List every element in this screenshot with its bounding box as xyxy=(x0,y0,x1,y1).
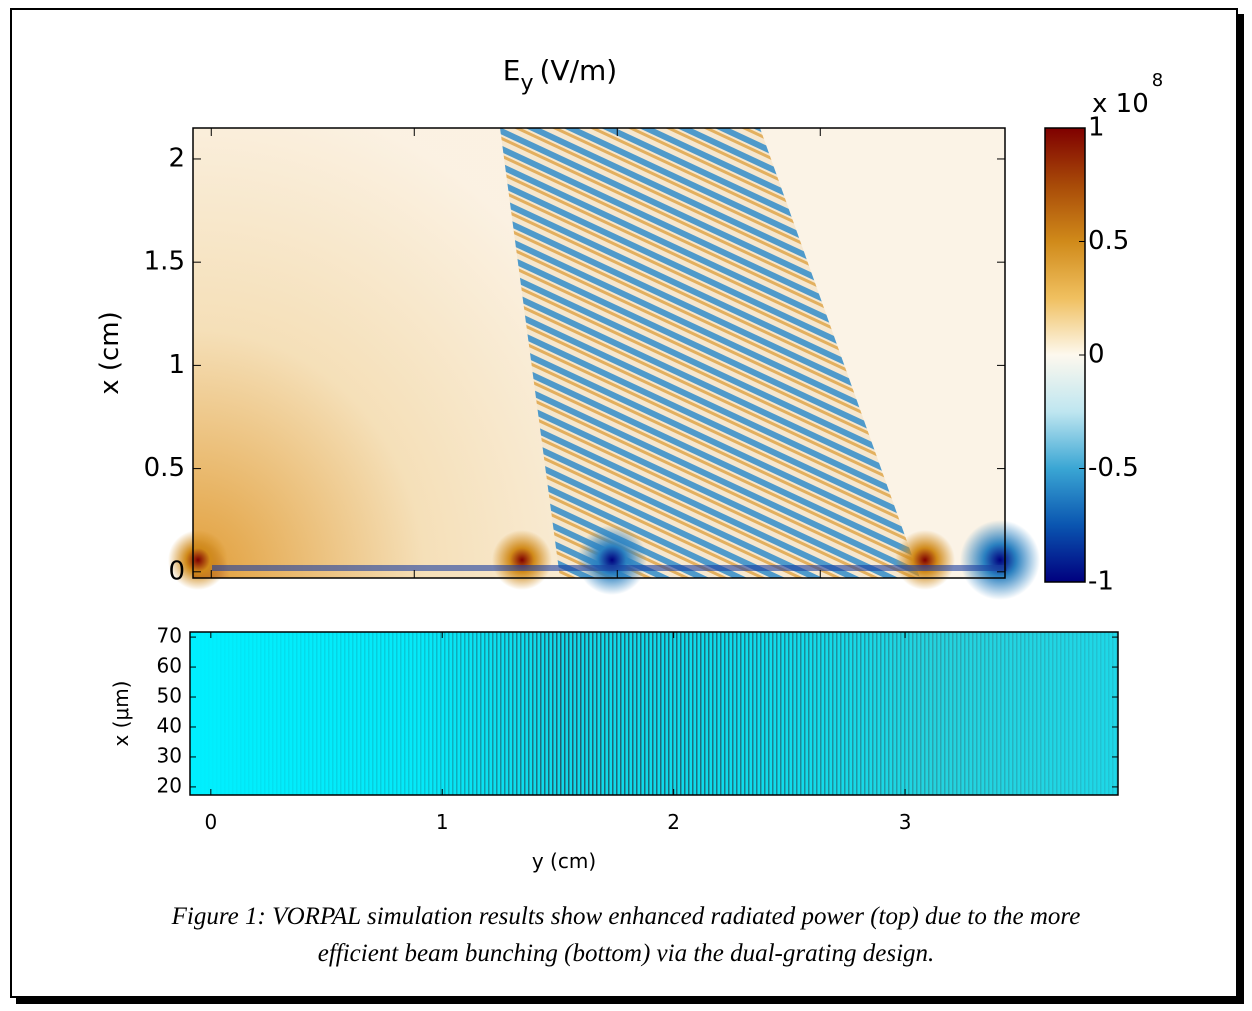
colorbar-tick-label: -0.5 xyxy=(1088,453,1139,483)
x-tick-label: 0 xyxy=(204,810,217,834)
title-subscript: y xyxy=(520,71,533,96)
y-tick-label: 60 xyxy=(157,654,182,678)
figure: Ey (V/m) x 108 0 0.5 1 1.5 2 x (cm) 1 0.5 0 -0.5 -1… xyxy=(95,54,1163,873)
caption-line: Figure 1: VORPAL simulation results show… xyxy=(171,903,1081,930)
colorbar-tick-label: 0.5 xyxy=(1088,226,1129,256)
colorbar-tick-label: 1 xyxy=(1088,113,1105,143)
top-field-image xyxy=(168,128,1040,600)
colorbar-tick-label: 0 xyxy=(1088,340,1105,370)
x-axis-label: y (cm) xyxy=(532,849,596,873)
exponent: 8 xyxy=(1152,70,1163,91)
y-tick-label: 20 xyxy=(157,773,182,797)
y-tick-label: 2 xyxy=(168,143,185,173)
plot-frame xyxy=(189,631,1119,796)
x-tick-label: 1 xyxy=(436,810,449,834)
title-main: E xyxy=(503,54,521,87)
y-tick-label: 40 xyxy=(157,713,182,737)
caption-line: efficient beam bunching (bottom) via the… xyxy=(317,940,935,967)
y-tick-label: 1 xyxy=(168,350,185,380)
title-unit: (V/m) xyxy=(540,54,618,87)
y-axis-label: x (μm) xyxy=(109,680,133,746)
y-tick-label: 50 xyxy=(157,684,182,708)
y-tick-label: 70 xyxy=(157,624,182,648)
bottom-bunching-image xyxy=(190,632,1118,795)
colorbar-multiplier: x 108 xyxy=(1092,70,1163,119)
y-tick-label: 1.5 xyxy=(144,247,185,277)
y-axis-label: x (cm) xyxy=(95,311,125,395)
colorbar xyxy=(1044,127,1086,583)
title: Ey (V/m) xyxy=(503,54,617,96)
y-tick-label: 0.5 xyxy=(144,453,185,483)
x-tick-label: 3 xyxy=(899,810,912,834)
y-tick-label: 30 xyxy=(157,743,182,767)
colorbar-tick-label: -1 xyxy=(1088,567,1114,597)
y-tick-label: 0 xyxy=(168,556,185,586)
caption: Figure 1: VORPAL simulation results show… xyxy=(0,898,1252,972)
x-tick-label: 2 xyxy=(667,810,680,834)
multiplier: x 10 xyxy=(1092,89,1149,119)
plot-frame xyxy=(192,127,1006,579)
